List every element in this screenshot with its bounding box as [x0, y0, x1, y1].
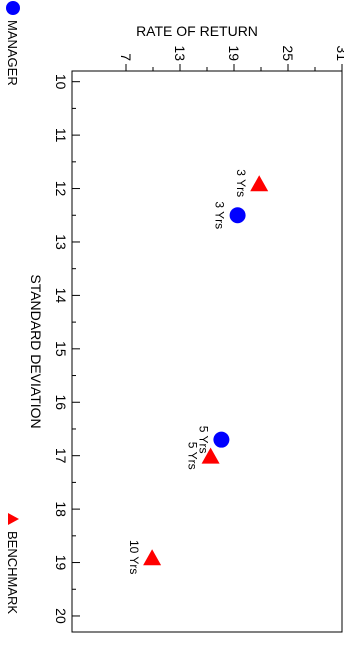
- benchmark-point: [250, 175, 269, 192]
- point-label: 5 Yrs: [186, 442, 200, 470]
- x-axis-title: STANDARD DEVIATION: [28, 274, 44, 428]
- point-label: 10 Yrs: [127, 540, 141, 574]
- x-tick-label: 16: [53, 394, 69, 410]
- point-label: 3 Yrs: [213, 201, 227, 229]
- x-tick-label: 20: [53, 608, 69, 624]
- benchmark-point: [143, 549, 162, 566]
- plot-frame: [71, 70, 343, 633]
- x-tick-label: 15: [53, 341, 69, 357]
- legend-label: MANAGER: [5, 20, 20, 86]
- x-tick-label: 10: [53, 74, 69, 90]
- manager-point: [229, 207, 246, 224]
- x-tick-label: 18: [53, 501, 69, 517]
- x-tick-label: 14: [53, 288, 69, 304]
- chart-rotated-group: 10 11 12 13 14 15 16 17 18 19 20 7 13 19 25 31 3 Yrs 5 …: [5, 1, 344, 633]
- legend-label: BENCHMARK: [5, 531, 20, 614]
- benchmark-point: [201, 447, 220, 464]
- y-tick-label: 19: [226, 45, 242, 61]
- y-tick-label: 31: [334, 45, 344, 61]
- x-tick-label: 11: [53, 128, 69, 143]
- y-tick-label: 25: [280, 45, 296, 61]
- x-tick-label: 12: [53, 181, 69, 197]
- legend-manager-marker: [6, 1, 20, 15]
- legend-benchmark-marker: [8, 513, 19, 525]
- y-axis-ticks: 7 13 19 25 31: [118, 45, 344, 71]
- point-label: 5 Yrs: [196, 426, 210, 454]
- manager-point: [213, 431, 230, 448]
- y-axis-title: RATE OF RETURN: [136, 23, 258, 39]
- data-points: 3 Yrs 5 Yrs 3 Yrs 5 Yrs 10 Yrs: [127, 169, 269, 574]
- x-tick-label: 17: [53, 448, 69, 464]
- point-label: 3 Yrs: [234, 169, 248, 197]
- y-tick-label: 7: [118, 53, 134, 61]
- x-axis-ticks: 10 11 12 13 14 15 16 17 18 19 20: [53, 74, 80, 624]
- y-tick-label: 13: [172, 45, 188, 61]
- legend: MANAGER BENCHMARK: [5, 1, 20, 614]
- x-tick-label: 13: [53, 234, 69, 250]
- x-tick-label: 19: [53, 555, 69, 571]
